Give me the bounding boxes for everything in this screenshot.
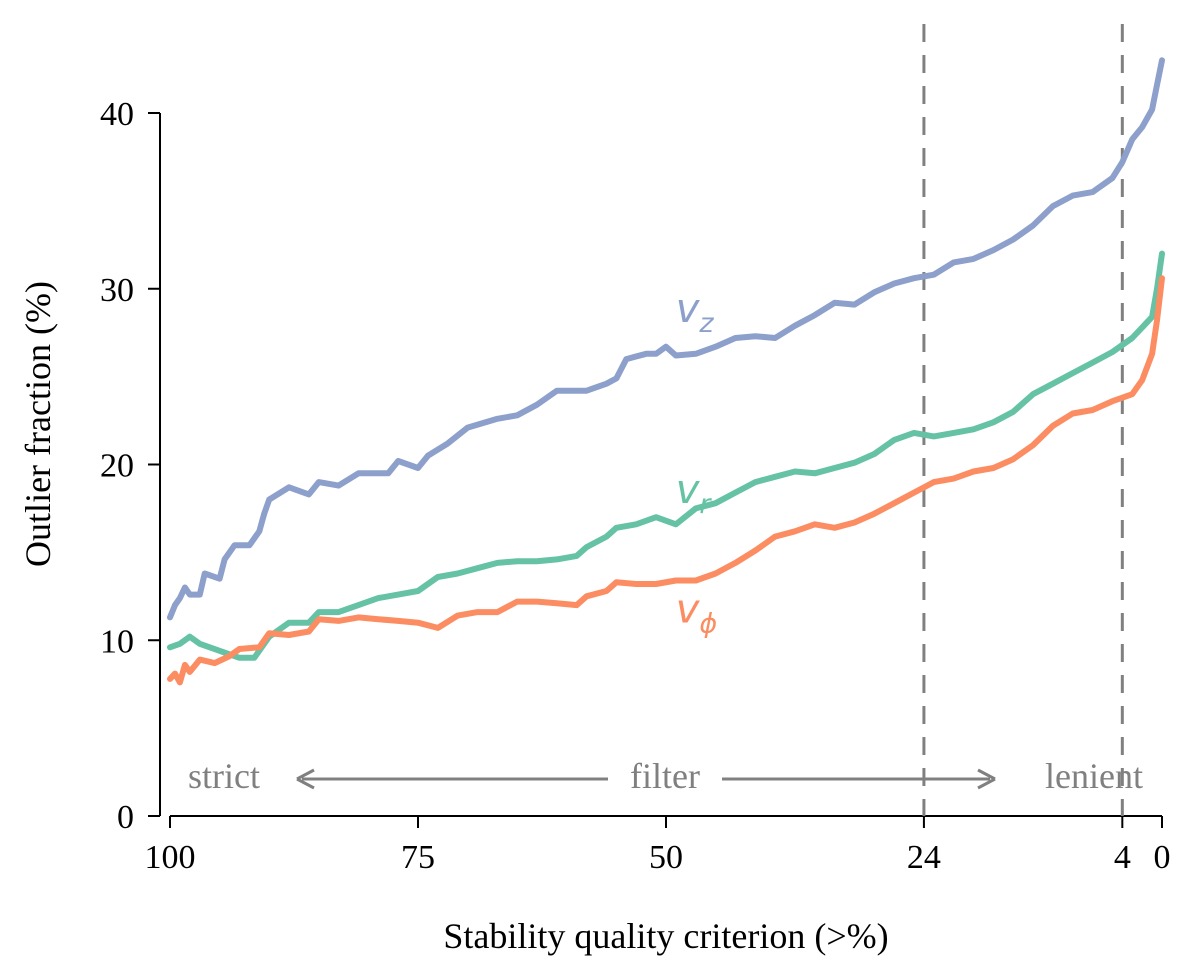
strict-label: strict [188, 756, 260, 796]
x-tick-label: 100 [145, 839, 196, 876]
lenient-label: lenient [1045, 756, 1143, 796]
series-label-v_r: vr [676, 467, 713, 520]
filter-arrow-left-head [296, 768, 315, 790]
y-axis: 0 10 20 30 40 [100, 96, 161, 836]
x-tick-label: 50 [649, 839, 683, 876]
filter-annotation: strict filter lenient [188, 756, 1143, 796]
filter-arrow-right-head [977, 768, 996, 790]
series-label-v_phi: vϕ [676, 586, 717, 639]
y-tick-label: 40 [100, 96, 134, 133]
series-lines [167, 57, 1165, 686]
y-tick-label: 20 [100, 448, 134, 485]
filter-label: filter [630, 756, 700, 796]
series-line-v_z [167, 57, 1165, 621]
x-tick-label: 24 [907, 839, 941, 876]
x-tick-label: 75 [401, 839, 435, 876]
x-tick-label: 0 [1154, 839, 1171, 876]
series-line-v_phi [167, 275, 1165, 686]
x-tick-label: 4 [1114, 839, 1131, 876]
y-tick-label: 10 [100, 623, 134, 660]
x-axis: 100 75 50 24 4 0 [145, 815, 1171, 876]
y-axis-title: Outlier fraction (%) [18, 281, 58, 567]
series-label-v_z: vz [676, 286, 715, 339]
x-axis-title: Stability quality criterion (>%) [443, 916, 888, 956]
series-labels: vz vr vϕ [676, 286, 717, 640]
reference-lines [922, 24, 1124, 816]
y-tick-label: 0 [117, 799, 134, 836]
y-tick-label: 30 [100, 272, 134, 309]
series-line-v_r [167, 250, 1165, 661]
